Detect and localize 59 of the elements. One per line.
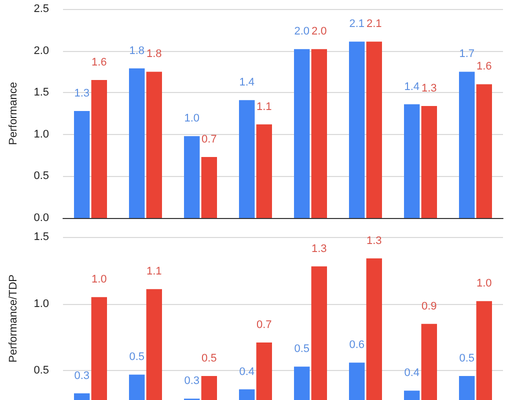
bar: [404, 104, 420, 218]
data-label: 1.3: [421, 82, 437, 94]
bar: [366, 42, 382, 218]
y-axis-title: Performance: [8, 82, 20, 145]
bar: [146, 72, 162, 218]
data-label: 0.5: [129, 351, 145, 364]
data-label: 1.1: [256, 100, 272, 113]
y-tick-label: 1.5: [34, 86, 49, 99]
y-tick-label: 0.5: [34, 170, 49, 182]
bar: [476, 84, 492, 218]
bar: [311, 49, 327, 218]
y-axis-title: Performance/TDP: [8, 274, 20, 363]
bar: [239, 100, 255, 218]
y-tick-label: 0.5: [34, 364, 49, 377]
data-label: 0.4: [404, 367, 420, 380]
data-label: 1.6: [91, 56, 107, 69]
data-label: 1.3: [366, 234, 382, 247]
bar: [459, 72, 475, 218]
data-label: 0.6: [349, 339, 365, 352]
y-tick-label: 1.0: [34, 128, 49, 140]
data-label: 0.9: [421, 300, 437, 312]
y-tick-label: 0.0: [34, 212, 49, 224]
data-label: 1.6: [476, 60, 492, 73]
data-label: 1.8: [146, 48, 162, 60]
y-tick-label: 1.5: [34, 231, 49, 243]
data-label: 1.0: [91, 274, 107, 286]
data-label: 1.7: [459, 48, 475, 60]
data-label: 1.3: [311, 242, 327, 255]
bar: [201, 156, 217, 218]
data-label: 0.7: [201, 133, 217, 146]
bar: [91, 80, 107, 218]
data-label: 1.1: [146, 266, 162, 278]
bar: [184, 136, 200, 218]
data-label: 2.0: [311, 26, 327, 38]
y-tick-label: 1.0: [34, 298, 49, 310]
bar: [74, 110, 90, 218]
data-label: 0.5: [459, 352, 475, 364]
data-label: 0.3: [184, 375, 200, 388]
data-label: 0.7: [256, 319, 272, 332]
data-label: 0.3: [74, 370, 90, 382]
data-label: 0.5: [294, 343, 310, 356]
data-label: 1.8: [129, 44, 145, 57]
data-label: 1.4: [239, 76, 255, 89]
bar: [349, 42, 365, 218]
bar: [294, 49, 310, 218]
data-label: 2.0: [294, 26, 310, 38]
data-label: 1.3: [74, 87, 90, 100]
data-label: 2.1: [366, 18, 382, 30]
data-label: 1.0: [184, 112, 200, 125]
data-label: 0.5: [201, 352, 217, 364]
y-tick-label: 2.5: [34, 3, 49, 15]
data-label: 1.0: [476, 278, 492, 290]
data-label: 2.1: [349, 18, 365, 30]
bar: [129, 68, 145, 218]
bar: [421, 106, 437, 218]
data-label: 1.4: [404, 80, 420, 93]
data-label: 0.4: [239, 366, 255, 378]
bar: [256, 124, 272, 218]
y-tick-label: 2.0: [34, 44, 49, 57]
